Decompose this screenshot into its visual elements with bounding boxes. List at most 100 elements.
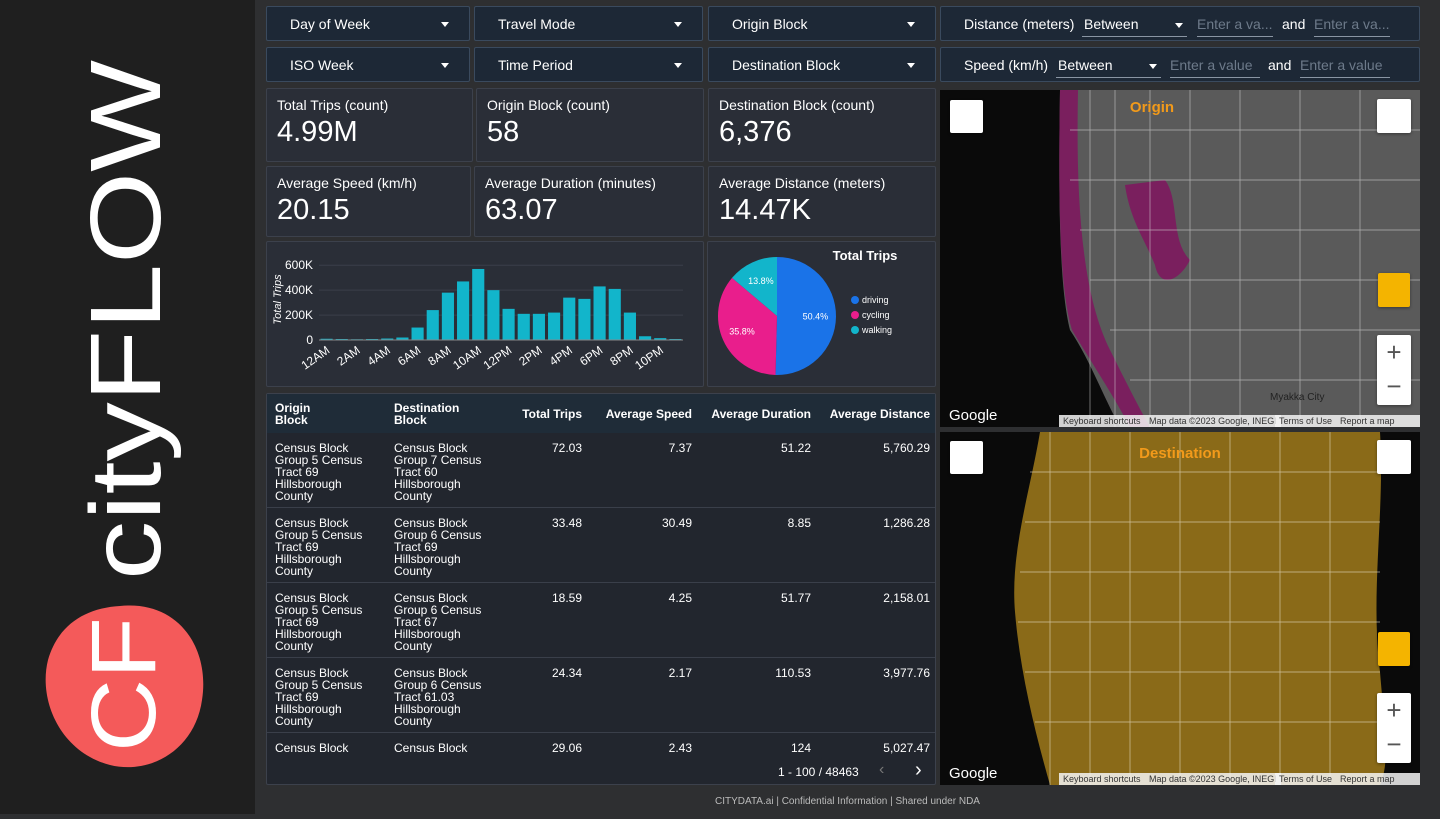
map-report[interactable]: Report a map error: [1336, 773, 1420, 785]
y-tick-label: 0: [306, 333, 313, 347]
kpi-card: Average Duration (minutes)63.07: [474, 166, 704, 237]
x-tick-label: 4PM: [547, 343, 575, 369]
slice-label: 50.4%: [803, 311, 829, 321]
table-cell: 3,977.76: [820, 667, 930, 679]
map[interactable]: Destination Google +− Keyboard shortcuts…: [940, 432, 1420, 785]
legend-label: cycling: [862, 310, 890, 320]
min-input[interactable]: Enter a va...: [1197, 13, 1273, 37]
filter-dropdown[interactable]: ISO Week: [266, 47, 470, 82]
table-body: Census Block Group 5 Census Tract 69 Hil…: [267, 433, 935, 755]
map-attribution: Map data ©2023 Google, INEGI: [1145, 415, 1281, 427]
filter-dropdown[interactable]: Time Period: [474, 47, 703, 82]
column-header[interactable]: Total Trips: [479, 408, 582, 420]
table-cell: Census Block Group 5 Census Tract 69 Hil…: [275, 442, 380, 502]
x-tick-label: 12PM: [481, 343, 515, 372]
kpi-value: 14.47K: [719, 194, 811, 227]
fullscreen-button[interactable]: [1377, 440, 1411, 474]
operator: Between: [1084, 16, 1138, 32]
operator-select[interactable]: Between: [1056, 54, 1161, 78]
table-cell: 2.43: [589, 742, 692, 754]
min-input[interactable]: Enter a value: [1170, 54, 1260, 78]
table-cell: 110.53: [698, 667, 811, 679]
legend-swatch: [851, 326, 859, 334]
bar: [518, 314, 530, 340]
map-attribution: Map data ©2023 Google, INEGI: [1145, 773, 1281, 785]
table-cell: 29.06: [479, 742, 582, 754]
bar-chart: Total Trips0200K400K600K12AM2AM4AM6AM8AM…: [267, 242, 703, 386]
bar: [487, 290, 499, 340]
pegman[interactable]: [1378, 632, 1410, 666]
y-tick-label: 200K: [285, 308, 313, 322]
y-axis-label: Total Trips: [272, 274, 284, 325]
logo: cityFLOW CF: [0, 0, 255, 814]
column-header[interactable]: Origin Block: [275, 402, 345, 426]
column-header[interactable]: Average Duration: [698, 408, 811, 420]
kpi-card: Average Distance (meters) 14.47K: [708, 166, 936, 237]
bar: [594, 286, 606, 340]
table-cell: 5,027.47: [820, 742, 930, 754]
filter-label: Destination Block: [732, 57, 840, 73]
zoom-controls[interactable]: +−: [1377, 335, 1411, 405]
table-cell: Census Block: [275, 742, 380, 754]
fullscreen-button[interactable]: [1377, 99, 1411, 133]
filter-dropdown[interactable]: Day of Week: [266, 6, 470, 41]
pegman[interactable]: [1378, 273, 1410, 307]
filter-label: Time Period: [498, 57, 573, 73]
kpi-card: Total Trips (count) 4.99M: [266, 88, 473, 162]
kpi-card: Destination Block (count)6,376: [708, 88, 936, 162]
operator-select[interactable]: Between: [1082, 13, 1187, 37]
logo-mark: CF: [73, 617, 175, 752]
pagination-range: 1 - 100 / 48463: [778, 765, 859, 779]
map-terms[interactable]: Terms of Use: [1275, 415, 1336, 427]
slice-label: 13.8%: [748, 276, 774, 286]
placeholder: Enter a value: [1300, 57, 1383, 73]
locate-button[interactable]: [950, 100, 983, 133]
map-title: Origin: [1130, 99, 1174, 116]
max-input[interactable]: Enter a va...: [1314, 13, 1390, 37]
bar: [624, 313, 636, 340]
locate-button[interactable]: [950, 441, 983, 474]
table-cell: Census Block Group 5 Census Tract 69 Hil…: [275, 667, 380, 727]
x-tick-label: 4AM: [365, 343, 393, 369]
table-cell: 33.48: [479, 517, 582, 529]
filter-dropdown[interactable]: Origin Block: [708, 6, 936, 41]
pie-chart: 50.4%driving35.8%cycling13.8%walkingTota…: [708, 242, 935, 386]
bar: [442, 293, 454, 340]
prev-page[interactable]: ‹: [879, 761, 884, 779]
pie-panel: 50.4%driving35.8%cycling13.8%walkingTota…: [707, 241, 936, 387]
map-terms[interactable]: Terms of Use: [1275, 773, 1336, 785]
column-header[interactable]: Average Speed: [589, 408, 692, 420]
zoom-controls[interactable]: +−: [1377, 693, 1411, 763]
footer: CITYDATA.ai | Confidential Information |…: [255, 796, 1440, 807]
max-input[interactable]: Enter a value: [1300, 54, 1390, 78]
bar: [412, 328, 424, 340]
bar: [472, 269, 484, 340]
table-cell: 5,760.29: [820, 442, 930, 454]
kpi-value: 20.15: [277, 194, 350, 227]
map[interactable]: Origin Myakka City Google +− Keyboard sh…: [940, 90, 1420, 427]
table-cell: 8.85: [698, 517, 811, 529]
filter-dropdown[interactable]: Destination Block: [708, 47, 936, 82]
next-page[interactable]: ›: [915, 759, 922, 782]
kpi-card: Origin Block (count)58: [476, 88, 704, 162]
y-tick-label: 400K: [285, 283, 313, 297]
filter-dropdown[interactable]: Travel Mode: [474, 6, 703, 41]
bar: [548, 313, 560, 340]
table-cell: 30.49: [589, 517, 692, 529]
placeholder: Enter a va...: [1197, 16, 1272, 32]
kpi-label: Total Trips (count): [277, 97, 388, 113]
map-report[interactable]: Report a map error: [1336, 415, 1420, 427]
map-shortcuts[interactable]: Keyboard shortcuts: [1059, 415, 1145, 427]
column-header[interactable]: Average Distance: [820, 408, 930, 420]
map-title: Destination: [1139, 445, 1221, 462]
kpi-value: 58: [487, 116, 519, 149]
table-cell: 24.34: [479, 667, 582, 679]
table-cell: 1,286.28: [820, 517, 930, 529]
column-header[interactable]: Destination Block: [394, 402, 464, 426]
map-shortcuts[interactable]: Keyboard shortcuts: [1059, 773, 1145, 785]
bar: [457, 281, 469, 340]
kpi-value: 4.99M: [277, 116, 358, 149]
kpi-label: Average Distance (meters): [719, 175, 885, 191]
x-tick-label: 10PM: [632, 343, 666, 372]
kpi-label: Average Duration (minutes): [485, 175, 656, 191]
